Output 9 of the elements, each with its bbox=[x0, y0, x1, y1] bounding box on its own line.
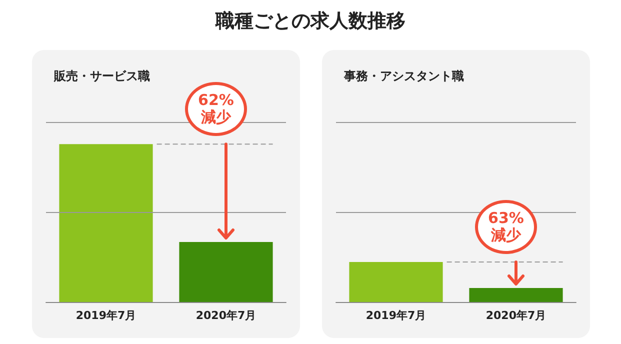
chart-subtitle: 事務・アシスタント職 bbox=[344, 68, 464, 85]
x-tick-label: 2019年7月 bbox=[76, 309, 136, 322]
x-tick-label: 2020年7月 bbox=[196, 309, 256, 322]
speech-bubble: 62%減少 bbox=[185, 82, 247, 136]
chart-title: 職種ごとの求人数推移 bbox=[214, 9, 406, 34]
x-tick-label: 2020年7月 bbox=[486, 309, 546, 322]
speech-bubble: 63%減少 bbox=[475, 200, 537, 254]
x-tick-label: 2019年7月 bbox=[366, 309, 426, 322]
chart-subtitle: 販売・サービス職 bbox=[54, 68, 150, 85]
